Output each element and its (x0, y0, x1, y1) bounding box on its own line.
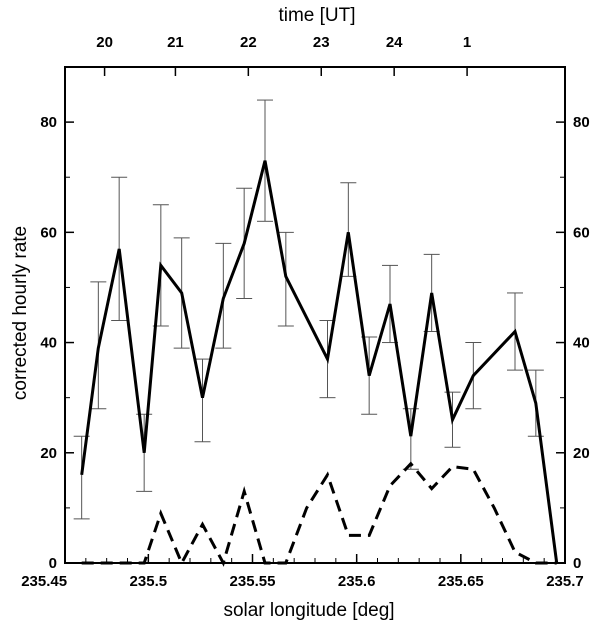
top-tick-label: 20 (96, 34, 113, 51)
x-axis-title: solar longitude [deg] (223, 600, 394, 621)
top-tick-label: 23 (313, 34, 330, 51)
y-tick-label-right: 20 (573, 445, 590, 462)
y-tick-label-left: 60 (40, 224, 57, 241)
y-tick-label-right: 60 (573, 224, 590, 241)
top-tick-label: 21 (167, 34, 184, 51)
x-tick-label: 235.55 (230, 573, 276, 590)
error-bar (73, 435, 90, 520)
x-tick-label: 235.6 (338, 573, 376, 590)
y-tick-label-right: 40 (573, 335, 590, 352)
error-bar (402, 408, 419, 470)
line-layer (80, 160, 559, 567)
x-tick-label: 235.7 (546, 573, 584, 590)
series-line-dashed (81, 461, 557, 567)
error-bar (194, 358, 211, 443)
y-tick-label-right: 80 (573, 114, 590, 131)
y-axis-title: corrected hourly rate (10, 226, 31, 400)
top-tick-label: 24 (386, 34, 403, 51)
x-tick-label: 235.45 (21, 573, 67, 590)
y-tick-label-left: 80 (40, 114, 57, 131)
plot-frame (64, 66, 566, 564)
top-tick-label: 22 (240, 34, 257, 51)
top-tick-label: 1 (463, 34, 471, 51)
x-tick-label: 235.5 (130, 573, 168, 590)
y-tick-label-right: 0 (573, 555, 581, 572)
top-axis-title: time [UT] (278, 5, 355, 26)
y-tick-label-left: 20 (40, 445, 57, 462)
series-line-solid (80, 160, 559, 564)
errorbar-layer (73, 99, 544, 520)
x-tick-label: 235.65 (438, 573, 484, 590)
y-tick-label-left: 40 (40, 335, 57, 352)
y-tick-label-left: 0 (49, 555, 57, 572)
ticks-layer: 235.45 235.5 235.55 235.6 235.65 235.7 20 21 22 2… (21, 34, 589, 590)
